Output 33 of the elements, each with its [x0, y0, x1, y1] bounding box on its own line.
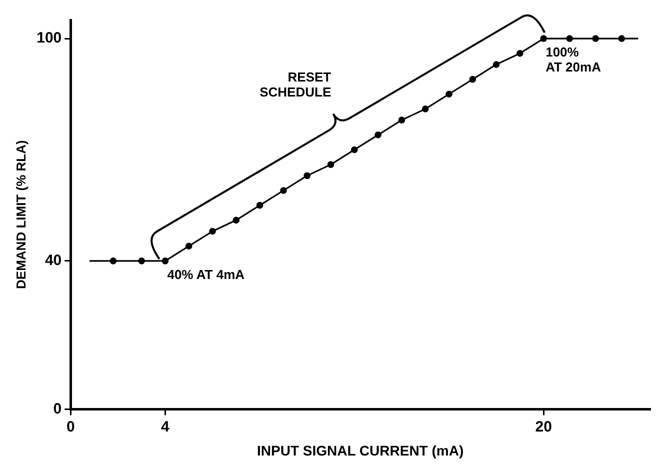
y-tick-label: 40: [44, 252, 62, 270]
annotation: RESET SCHEDULE: [260, 70, 332, 100]
y-tick-label: 0: [53, 400, 62, 418]
point: [256, 202, 264, 209]
point: [422, 106, 429, 112]
point: [469, 76, 476, 83]
point: [566, 35, 573, 42]
point: [446, 90, 452, 98]
point: [540, 35, 547, 42]
y-tick-label: 100: [36, 30, 62, 47]
point: [492, 61, 500, 68]
annotation: 40% AT 4mA: [167, 267, 246, 282]
point: [398, 116, 406, 124]
x-tick-label: 4: [161, 418, 170, 436]
x-tick-label: 0: [66, 418, 75, 436]
point: [592, 35, 600, 42]
x-tick-label: 20: [535, 418, 552, 436]
point: [138, 258, 145, 264]
point: [618, 35, 626, 42]
point: [280, 187, 287, 194]
x-axis-title: INPUT SIGNAL CURRENT (mA): [256, 442, 464, 458]
point: [209, 228, 216, 235]
annotation: 100% AT 20mA: [546, 44, 602, 75]
point: [110, 258, 117, 264]
point: [516, 50, 524, 57]
point: [374, 132, 382, 138]
point: [162, 258, 169, 264]
point: [232, 216, 240, 224]
point: [327, 161, 334, 168]
point: [185, 242, 192, 250]
point: [351, 146, 358, 154]
point: [304, 172, 311, 180]
y-axis-title: DEMAND LIMIT (% RLA): [13, 140, 28, 289]
